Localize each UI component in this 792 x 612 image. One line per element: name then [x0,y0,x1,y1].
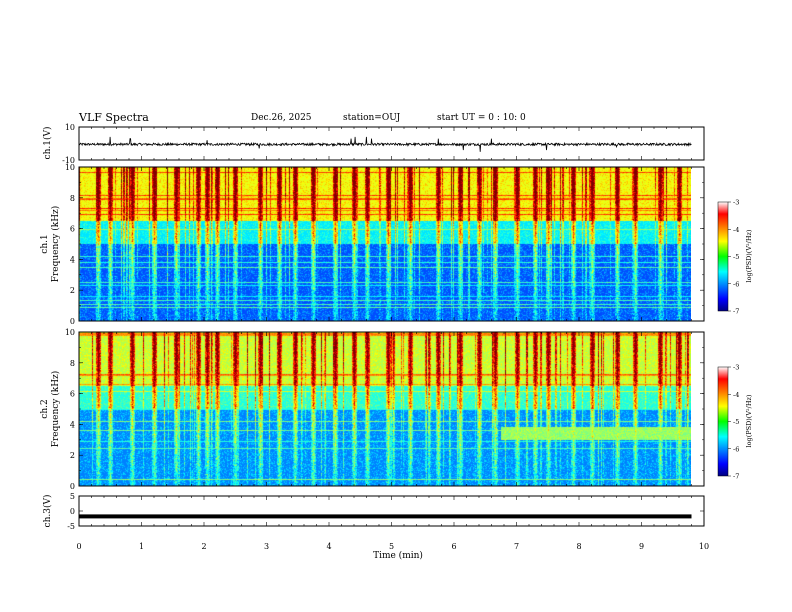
ch2-colorbar [717,366,729,477]
y-tick-label-ch3-wave: -5 [67,522,75,531]
ch1-spectrogram-frame [78,166,705,322]
y-tick-label-ch2-spec: 8 [70,359,75,368]
y-tick-label-ch3-wave: 0 [70,507,75,516]
x-tick-label-6: 6 [451,542,456,551]
x-tick-label-4: 4 [326,542,331,551]
y-tick-label-ch1-spec: 0 [70,317,75,326]
ch1-spectrogram-ylabel: ch.1 [40,234,50,253]
ch1-colorbar-tick-label: -6 [733,280,739,288]
ch2-spectrogram-ylabel: ch.2 [40,399,50,418]
x-axis-label: Time (min) [373,550,423,561]
x-tick-label-10: 10 [699,542,709,551]
x-tick-label-1: 1 [139,542,144,551]
y-tick-label-ch1-spec: 4 [70,255,75,264]
x-tick-label-9: 9 [639,542,644,551]
chart-title: VLF Spectra [79,111,149,124]
ch2-spectrogram-image [79,332,691,486]
station-label: station=OUJ [343,113,401,123]
y-tick-label-ch2-spec: 10 [65,328,75,337]
date-label: Dec.26, 2025 [251,113,312,123]
ch1-colorbar-tick-label: -7 [733,308,739,316]
x-tick-label-0: 0 [76,542,81,551]
y-tick-label-ch1-wave: 10 [65,123,75,132]
ch2-spectrogram-frame [78,331,705,487]
y-tick-label-ch2-spec: 4 [70,420,75,429]
ch2-colorbar-tick-label: -6 [733,445,739,453]
y-tick-label-ch1-spec: 6 [70,225,75,234]
ch2-colorbar-label: log(PSD)(V²/Hz) [745,394,753,447]
y-tick-label-ch1-spec: 2 [70,286,75,295]
ch1-colorbar [717,201,729,312]
y-tick-label-ch2-spec: 6 [70,390,75,399]
x-tick-label-3: 3 [264,542,269,551]
ch1-colorbar-tick-label: -3 [733,199,739,207]
ch2-colorbar-tick-label: -3 [733,364,739,372]
ch3-waveform-frame [78,495,705,527]
x-tick-label-5: 5 [389,542,394,551]
x-tick-label-8: 8 [576,542,581,551]
ch3-waveform-trace [79,514,692,519]
ch2-colorbar-tick-label: -5 [733,418,739,426]
y-tick-label-ch3-wave: 5 [70,492,75,501]
x-tick-label-7: 7 [514,542,519,551]
y-tick-label-ch2-spec: 2 [70,451,75,460]
start-ut-label: start UT = 0 : 10: 0 [437,113,526,123]
ch1-colorbar-label: log(PSD)(V²/Hz) [745,229,753,282]
y-tick-label-ch2-spec: 0 [70,482,75,491]
ch1-frequency-ylabel: Frequency (kHz) [50,206,61,283]
ch2-frequency-ylabel: Frequency (kHz) [50,371,61,448]
ch1-colorbar-tick-label: -5 [733,253,739,261]
ch3-waveform-ylabel: ch.3(V) [42,495,53,528]
y-tick-label-ch1-spec: 8 [70,194,75,203]
x-tick-label-2: 2 [201,542,206,551]
ch2-colorbar-tick-label: -4 [733,391,739,399]
y-tick-label-ch1-spec: 10 [65,163,75,172]
ch2-colorbar-tick-label: -7 [733,473,739,481]
y-tick-label-ch1-wave: -10 [62,156,75,165]
ch1-waveform-ylabel: ch.1(V) [42,127,53,160]
ch1-spectrogram-image [79,167,691,321]
ch1-colorbar-tick-label: -4 [733,226,739,234]
ch1-waveform-trace [78,136,692,152]
